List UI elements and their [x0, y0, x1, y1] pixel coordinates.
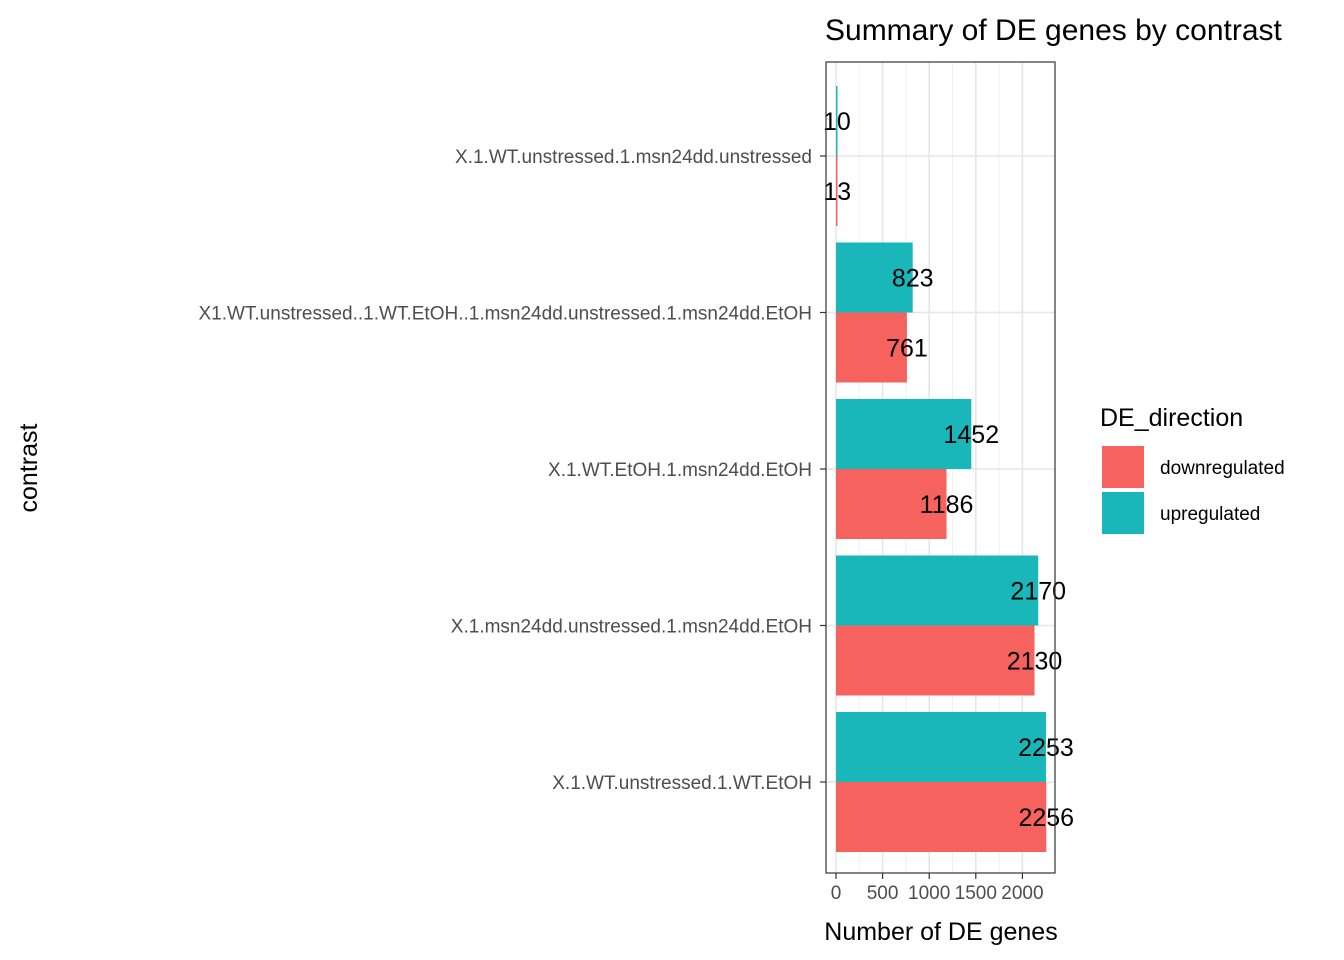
x-tick-label: 500: [867, 883, 899, 904]
y-tick-label: X.1.WT.EtOH.1.msn24dd.EtOH: [548, 460, 812, 481]
axes-layer: 0 500 1000 1500 2000 X.1.WT.unstressed.1.msn2…: [198, 147, 1043, 904]
legend-key-upregulated: [1102, 492, 1144, 534]
value-label-upregulated: 823: [892, 265, 934, 293]
chart-title: Summary of DE genes by contrast: [825, 14, 1283, 47]
value-label-upregulated: 1452: [944, 421, 1000, 449]
value-label-downregulated: 1186: [920, 491, 974, 519]
bar-upregulated: [836, 712, 1046, 782]
bar-downregulated: [836, 156, 838, 226]
value-label-upregulated: 10: [823, 108, 851, 136]
value-label-downregulated: 761: [886, 335, 928, 363]
bars-layer: [836, 86, 1047, 852]
bar-upregulated: [836, 242, 913, 313]
value-label-downregulated: 2130: [1007, 648, 1063, 676]
plot-panel-border: [825, 61, 1056, 874]
bar-downregulated: [836, 625, 1035, 696]
x-axis-title: Number of DE genes: [824, 918, 1057, 946]
x-tick-label: 1000: [908, 883, 950, 904]
bar-upregulated: [836, 86, 838, 156]
x-tick-label: 2000: [1001, 883, 1043, 904]
value-label-upregulated: 2170: [1010, 578, 1066, 606]
value-label-downregulated: 2256: [1018, 804, 1074, 832]
legend-entries: downregulated upregulated: [1102, 446, 1285, 534]
legend-title: DE_direction: [1100, 404, 1243, 432]
y-axis-title: contrast: [15, 423, 43, 512]
bar-downregulated: [836, 312, 907, 383]
y-tick-label: X.1.WT.unstressed.1.WT.EtOH: [552, 773, 812, 794]
value-label-upregulated: 2253: [1018, 734, 1074, 762]
legend: DE_direction downregulated upregulated: [1100, 404, 1285, 534]
bar-downregulated: [836, 782, 1047, 852]
y-tick-label: X1.WT.unstressed..1.WT.EtOH..1.msn24dd.u…: [198, 304, 812, 325]
y-tick-label: X.1.msn24dd.unstressed.1.msn24dd.EtOH: [451, 617, 812, 638]
x-tick-label: 1500: [955, 883, 997, 904]
y-tick-label: X.1.WT.unstressed.1.msn24dd.unstressed: [455, 147, 812, 168]
bar-upregulated: [836, 399, 972, 469]
value-label-downregulated: 13: [823, 178, 851, 206]
legend-label-upregulated: upregulated: [1160, 504, 1260, 525]
value-labels-layer: 10 13 823 761 1452 1186 2170 2130 2253 2256: [823, 108, 1074, 832]
x-tick-label: 0: [831, 883, 842, 904]
legend-key-downregulated: [1102, 446, 1144, 488]
bar-upregulated: [836, 555, 1039, 626]
legend-label-downregulated: downregulated: [1160, 458, 1285, 479]
bar-downregulated: [836, 469, 947, 539]
